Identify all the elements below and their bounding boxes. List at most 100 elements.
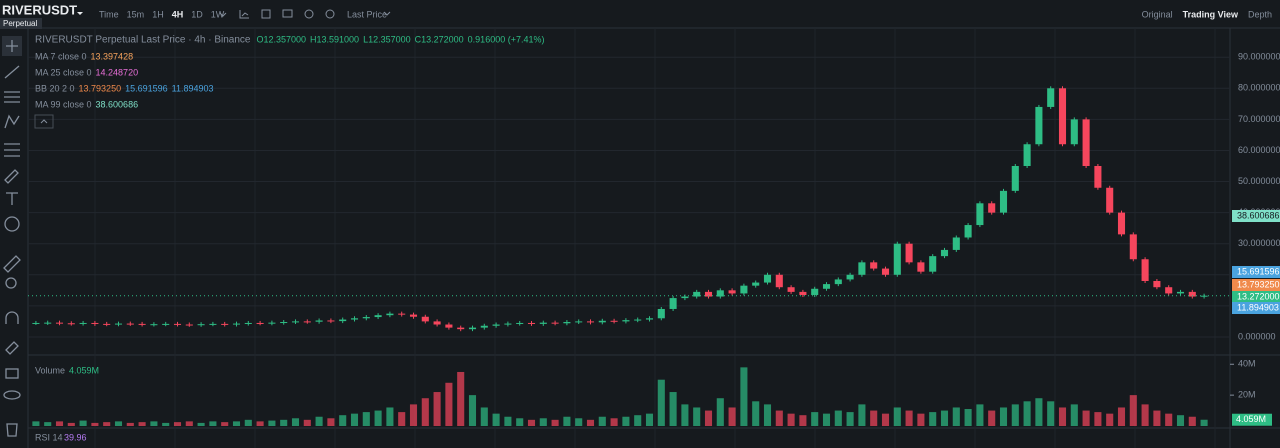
volume-bar	[362, 412, 370, 426]
y-tick-label: 70.000000	[1238, 114, 1280, 124]
candle	[1058, 88, 1067, 145]
candle	[1176, 291, 1185, 294]
view-tab[interactable]: Trading View	[1183, 9, 1239, 19]
indicator-value: 38.600686	[96, 99, 139, 109]
volume-bar	[480, 407, 488, 426]
candle	[716, 290, 724, 297]
text-tool[interactable]	[6, 192, 18, 205]
eye-tool[interactable]	[3, 390, 21, 400]
indicator-icon[interactable]	[261, 9, 271, 19]
indicator-value: 11.894903	[172, 83, 214, 93]
legend-ohlc: 0.916000 (+7.41%)	[468, 34, 545, 44]
candle	[480, 325, 488, 328]
interval[interactable]: 1W	[211, 9, 225, 19]
fib-tool[interactable]	[4, 143, 20, 157]
y-tick-label: 50.000000	[1238, 176, 1280, 186]
volume-bar	[811, 412, 819, 426]
price-tag-bg	[1232, 279, 1280, 291]
price-tag: 15.691596	[1237, 266, 1280, 276]
volume-bar	[657, 379, 665, 426]
volume-bar	[952, 407, 960, 426]
candle	[138, 323, 146, 325]
candle	[657, 308, 665, 319]
volume-bar	[563, 416, 571, 426]
candle	[492, 324, 500, 326]
volume-bar	[1200, 419, 1208, 426]
interval-caret[interactable]	[219, 12, 227, 17]
y-tick-label: 60.000000	[1238, 145, 1280, 155]
view-tab[interactable]: Depth	[1248, 9, 1272, 19]
price-type[interactable]: Last Price	[347, 9, 387, 19]
volume-bar	[787, 413, 795, 426]
add-icon[interactable]	[304, 9, 314, 19]
volume-bar	[315, 416, 323, 426]
magnet-tool[interactable]	[5, 311, 19, 324]
candle	[1165, 287, 1173, 294]
candle	[917, 262, 925, 272]
volume-bar	[917, 413, 925, 426]
candle	[457, 327, 465, 330]
camera-icon[interactable]	[282, 9, 293, 18]
volume-bar	[103, 422, 111, 426]
candle	[185, 324, 193, 326]
ruler-tool[interactable]	[3, 255, 21, 273]
candle	[988, 203, 996, 213]
symbol[interactable]: RIVERUSDT	[2, 2, 77, 17]
volume-bar	[645, 413, 654, 426]
candle	[504, 323, 512, 325]
volume-bar	[504, 416, 512, 426]
line-tool[interactable]	[4, 65, 20, 79]
replay-icon[interactable]	[325, 9, 335, 19]
drawing-toolbar[interactable]	[2, 36, 22, 437]
candle	[421, 316, 429, 322]
volume-value: 4.059M	[69, 365, 99, 375]
brush-tool[interactable]	[4, 169, 19, 184]
volume-bar	[209, 421, 217, 426]
price-caret[interactable]	[383, 11, 391, 16]
candle	[610, 320, 618, 322]
interval[interactable]: 15m	[127, 9, 145, 19]
lock-tool[interactable]	[5, 368, 19, 379]
volume-bar	[91, 422, 99, 426]
chart-type-icon[interactable]	[239, 10, 249, 19]
interval[interactable]: 1H	[152, 9, 164, 19]
symbol-caret[interactable]	[77, 12, 83, 15]
lines-tool[interactable]	[4, 91, 20, 103]
pattern-tool[interactable]	[4, 114, 20, 129]
volume-bar	[740, 367, 748, 426]
candle	[539, 322, 547, 324]
volume-bar	[1035, 398, 1043, 426]
candle	[834, 279, 842, 285]
zoom-tool[interactable]	[5, 277, 17, 289]
candle	[1141, 259, 1149, 281]
indicator-value: 13.793250	[79, 83, 122, 93]
candle	[929, 256, 937, 272]
volume-bar	[280, 419, 288, 426]
volume-bar	[327, 418, 335, 426]
candle	[1094, 166, 1102, 188]
collapse-button[interactable]	[34, 114, 54, 129]
indicator-name: MA 7 close 0	[35, 51, 87, 61]
lock-draw-tool[interactable]	[5, 341, 19, 355]
volume-bar	[516, 418, 524, 426]
candle	[315, 320, 323, 322]
volume-bar	[1165, 413, 1173, 426]
candle	[291, 321, 300, 323]
crosshair-tool[interactable]	[6, 40, 18, 52]
volume-bar	[527, 419, 536, 426]
candle	[1035, 106, 1043, 145]
volume-bar	[693, 407, 701, 426]
trash-tool[interactable]	[6, 423, 18, 437]
volume-tick-label: 20M	[1238, 390, 1256, 400]
interval[interactable]: 4H	[172, 9, 184, 19]
interval[interactable]: 1D	[191, 9, 203, 19]
interval[interactable]: Time	[99, 9, 119, 19]
volume-bar	[634, 415, 642, 426]
volume-bar	[185, 421, 193, 426]
view-tab[interactable]: Original	[1142, 9, 1173, 19]
emoji-tool[interactable]	[4, 216, 20, 232]
legend-title: RIVERUSDT Perpetual Last Price · 4h · Bi…	[35, 35, 251, 46]
volume-bar	[551, 419, 559, 426]
